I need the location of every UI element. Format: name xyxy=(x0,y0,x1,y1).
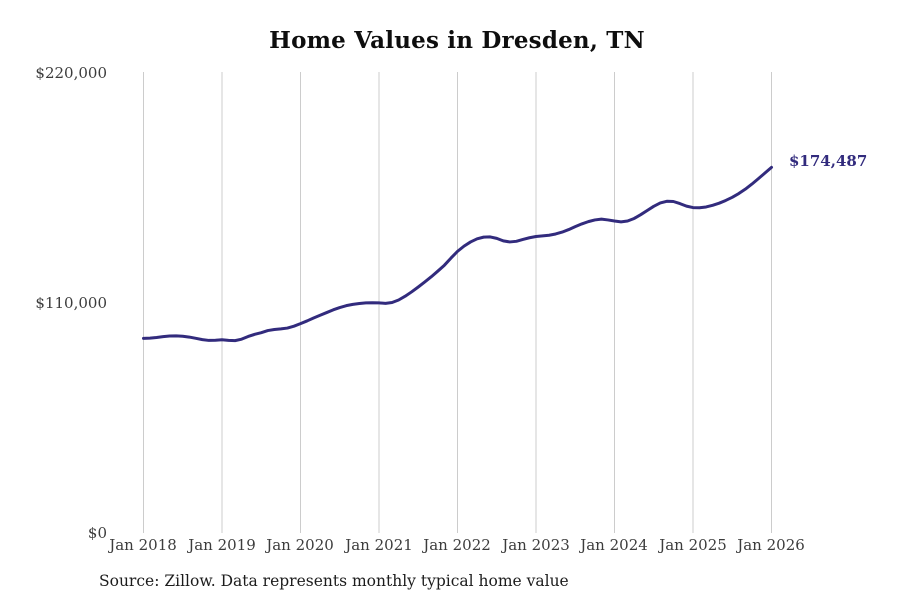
chart-title: Home Values in Dresden, TN xyxy=(269,27,645,54)
x-axis-tick-jan-2024: Jan 2024 xyxy=(580,536,648,554)
gridlines xyxy=(143,72,772,533)
source-note: Source: Zillow. Data represents monthly … xyxy=(99,572,569,590)
x-axis-tick-jan-2020: Jan 2020 xyxy=(266,536,334,554)
x-axis-tick-jan-2023: Jan 2023 xyxy=(502,536,570,554)
x-axis-tick-jan-2026: Jan 2026 xyxy=(737,536,805,554)
y-axis-tick-220000: $220,000 xyxy=(35,64,107,82)
y-axis-tick-0: $0 xyxy=(87,524,107,542)
x-axis-tick-jan-2018: Jan 2018 xyxy=(109,536,177,554)
x-axis-tick-jan-2022: Jan 2022 xyxy=(423,536,491,554)
x-axis-tick-jan-2021: Jan 2021 xyxy=(345,536,413,554)
home-value-line xyxy=(142,165,773,343)
y-axis-tick-110000: $110,000 xyxy=(35,294,107,312)
latest-value-label: $174,487 xyxy=(789,152,868,170)
x-axis-tick-jan-2025: Jan 2025 xyxy=(659,536,727,554)
x-axis-tick-jan-2019: Jan 2019 xyxy=(188,536,256,554)
